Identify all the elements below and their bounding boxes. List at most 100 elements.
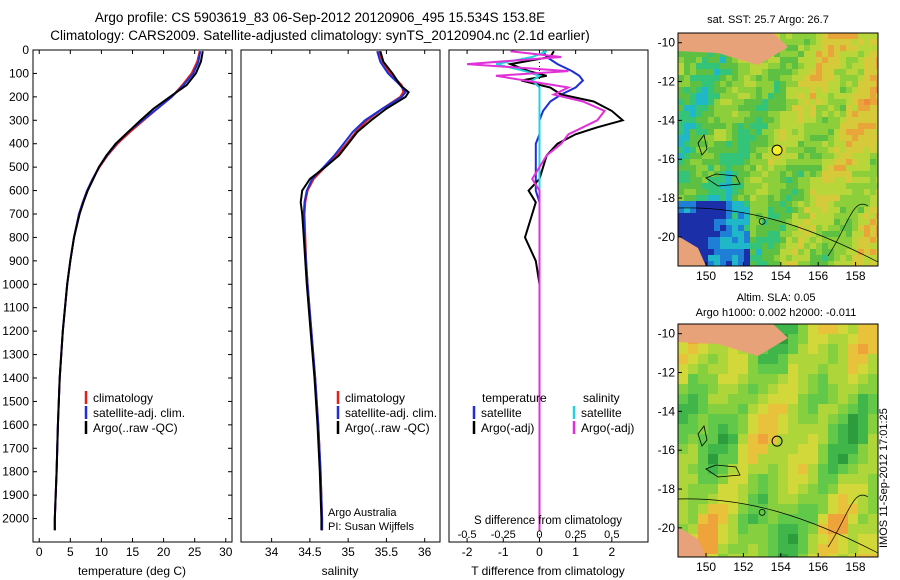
map-cell — [828, 225, 834, 231]
map-cell — [810, 123, 816, 129]
map-cell — [738, 141, 744, 147]
map-cell — [848, 494, 858, 504]
map-cell — [758, 434, 768, 444]
map-cell — [738, 75, 744, 81]
map-cell — [858, 434, 868, 444]
map-cell — [792, 213, 798, 219]
map-cell — [684, 153, 690, 159]
map-cell — [768, 504, 778, 514]
map-cell — [708, 494, 718, 504]
map-cell — [864, 129, 870, 135]
map-cell — [834, 93, 840, 99]
map-cell — [810, 201, 816, 207]
map-cell — [720, 117, 726, 123]
map-cell — [828, 165, 834, 171]
map-cell — [822, 129, 828, 135]
map-cell — [678, 434, 688, 444]
map-cell — [778, 484, 788, 494]
map-cell — [786, 219, 792, 225]
map-cell — [728, 354, 738, 364]
map-cell — [696, 183, 702, 189]
map-cell — [748, 484, 758, 494]
map-cell — [810, 219, 816, 225]
map-cell — [780, 111, 786, 117]
map-cell — [834, 57, 840, 63]
map-cell — [762, 165, 768, 171]
map-cell — [840, 171, 846, 177]
map-cell — [720, 147, 726, 153]
map-cell — [756, 183, 762, 189]
map-cell — [834, 237, 840, 243]
map-cell — [744, 219, 750, 225]
map-cell — [864, 171, 870, 177]
map-cell — [756, 231, 762, 237]
map-cell — [732, 177, 738, 183]
map-cell — [758, 514, 768, 524]
map-cell — [864, 51, 870, 57]
map-cell — [798, 147, 804, 153]
map-cell — [708, 384, 718, 394]
map-xtick-label: 158 — [846, 269, 866, 283]
map-cell — [876, 261, 878, 266]
map-cell — [808, 394, 818, 404]
argo-australia-label: Argo Australia — [328, 507, 397, 519]
map-cell — [708, 394, 718, 404]
map-cell — [702, 69, 708, 75]
map-cell — [738, 231, 744, 237]
map-cell — [732, 213, 738, 219]
map-cell — [864, 39, 870, 45]
map-cell — [868, 424, 878, 434]
map-cell — [810, 111, 816, 117]
map-cell — [858, 39, 864, 45]
map-cell — [858, 424, 868, 434]
map-cell — [828, 189, 834, 195]
map-cell — [852, 99, 858, 105]
map-cell — [738, 544, 748, 554]
map-cell — [738, 261, 744, 266]
map-cell — [834, 135, 840, 141]
map-cell — [798, 374, 808, 384]
map-cell — [822, 195, 828, 201]
map-cell — [852, 153, 858, 159]
map-cell — [798, 444, 808, 454]
map-cell — [840, 81, 846, 87]
map-cell — [838, 534, 848, 544]
xtick-label: 5 — [67, 545, 74, 559]
map-cell — [698, 544, 708, 554]
map-cell — [732, 117, 738, 123]
map-cell — [870, 99, 876, 105]
ytick-label: 1500 — [2, 394, 29, 408]
map-cell — [786, 129, 792, 135]
xtick-label: 30 — [219, 545, 233, 559]
map-cell — [788, 424, 798, 434]
map-cell — [838, 554, 848, 557]
map-cell — [678, 404, 688, 414]
map-cell — [808, 454, 818, 464]
map-cell — [778, 364, 788, 374]
map-cell — [702, 81, 708, 87]
map-cell — [762, 117, 768, 123]
map-cell — [818, 424, 828, 434]
map-cell — [798, 39, 804, 45]
map-cell — [858, 454, 868, 464]
map-cell — [876, 51, 878, 57]
map-cell — [798, 207, 804, 213]
map-cell — [726, 117, 732, 123]
map-cell — [834, 255, 840, 261]
map-cell — [750, 75, 756, 81]
map-cell — [852, 201, 858, 207]
map-cell — [714, 129, 720, 135]
map-cell — [788, 454, 798, 464]
map-cell — [858, 69, 864, 75]
map-cell — [810, 99, 816, 105]
map-cell — [728, 374, 738, 384]
map-cell — [758, 424, 768, 434]
map-cell — [780, 135, 786, 141]
map-cell — [792, 123, 798, 129]
legend-label: satellite — [581, 406, 622, 420]
map-cell — [828, 544, 838, 554]
map-ytick-label: -20 — [658, 230, 676, 244]
map-cell — [816, 243, 822, 249]
map-cell — [758, 354, 768, 364]
map-cell — [868, 514, 878, 524]
